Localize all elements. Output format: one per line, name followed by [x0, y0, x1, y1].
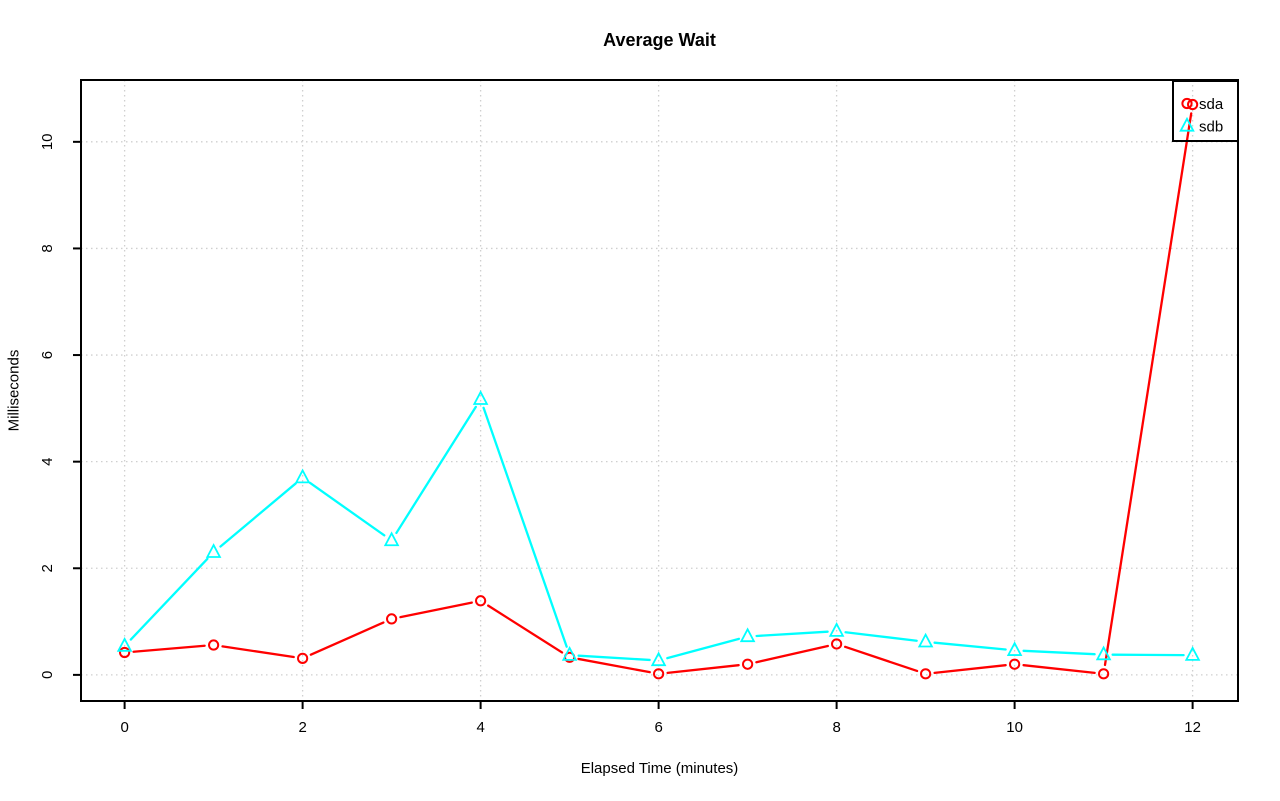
marker-circle	[742, 658, 754, 670]
legend-label-sda: sda	[1199, 96, 1224, 113]
marker-circle	[920, 668, 932, 680]
marker-triangle	[383, 531, 400, 547]
marker-triangle	[650, 651, 667, 667]
series-sdb	[116, 390, 1201, 667]
series-segment-sdb	[219, 482, 297, 548]
series-segment-sda	[755, 644, 829, 664]
marker-circle	[1098, 668, 1110, 680]
marker-triangle	[116, 636, 133, 652]
series-segment-sda	[221, 645, 295, 659]
marker-triangle	[1179, 116, 1195, 132]
series-segment-sdb	[844, 631, 918, 642]
marker-circle	[1009, 658, 1021, 670]
series-segment-sda	[132, 644, 206, 653]
series-segment-sdb	[1022, 649, 1096, 656]
series-segment-sdb	[577, 654, 651, 662]
x-axis-title: Elapsed Time (minutes)	[580, 760, 739, 777]
series-segment-sdb	[129, 557, 209, 641]
plot-border	[80, 79, 1239, 702]
marker-circle	[119, 646, 131, 659]
series-segment-sda	[666, 664, 740, 674]
series-segment-sdb	[482, 406, 568, 648]
marker-triangle	[205, 543, 222, 558]
series-segment-sda	[309, 621, 385, 656]
y-tick-label: 2	[39, 564, 56, 572]
series-segment-sdb	[308, 481, 386, 537]
x-tick-label: 10	[1006, 719, 1023, 736]
y-tick-label: 4	[39, 457, 56, 465]
x-tick-label: 4	[476, 719, 484, 736]
series-segment-sda	[1103, 112, 1193, 667]
marker-circle	[653, 668, 665, 680]
x-tick-label: 8	[832, 719, 840, 736]
marker-triangle	[472, 390, 489, 405]
series-segment-sda	[933, 664, 1007, 674]
marker-circle	[386, 613, 398, 625]
series-segment-sda	[843, 645, 919, 673]
marker-triangle	[917, 632, 934, 648]
marker-triangle	[739, 627, 756, 643]
marker-triangle	[294, 468, 311, 484]
chart-title: Average Wait	[603, 30, 716, 50]
x-tick-label: 2	[298, 719, 306, 736]
marker-triangle	[1095, 645, 1112, 661]
marker-circle	[297, 652, 309, 664]
y-tick-label: 8	[39, 244, 56, 252]
marker-triangle	[1184, 646, 1201, 661]
marker-triangle	[561, 646, 578, 661]
legend-box	[1172, 80, 1239, 142]
series-sda	[119, 98, 1199, 680]
series-segment-sdb	[395, 405, 477, 535]
x-axis: 0 2 4 6 8 10 12	[120, 701, 1201, 736]
y-axis: 0 2 4 6 8 10	[39, 133, 81, 679]
legend: sda sdb	[1172, 80, 1239, 142]
gridlines	[81, 80, 1238, 701]
x-tick-label: 6	[654, 719, 662, 736]
series-segment-sdb	[755, 630, 829, 638]
series-segment-sda	[399, 601, 473, 619]
y-tick-label: 0	[39, 671, 56, 679]
series-segment-sdb	[933, 641, 1007, 651]
y-tick-label: 10	[39, 133, 56, 150]
marker-triangle	[828, 622, 845, 637]
y-tick-label: 6	[39, 351, 56, 359]
marker-triangle	[1006, 641, 1023, 656]
marker-circle	[1181, 97, 1193, 110]
x-tick-label: 0	[120, 719, 128, 736]
marker-circle	[208, 639, 220, 651]
series-segment-sdb	[666, 637, 741, 660]
marker-circle	[831, 638, 843, 650]
marker-circle	[475, 595, 487, 607]
series-segment-sda	[487, 604, 564, 654]
x-tick-label: 12	[1184, 719, 1201, 736]
marker-circle	[1187, 98, 1199, 111]
series-segment-sda	[577, 657, 651, 674]
series-segment-sda	[1022, 664, 1096, 674]
legend-label-sdb: sdb	[1199, 118, 1223, 135]
